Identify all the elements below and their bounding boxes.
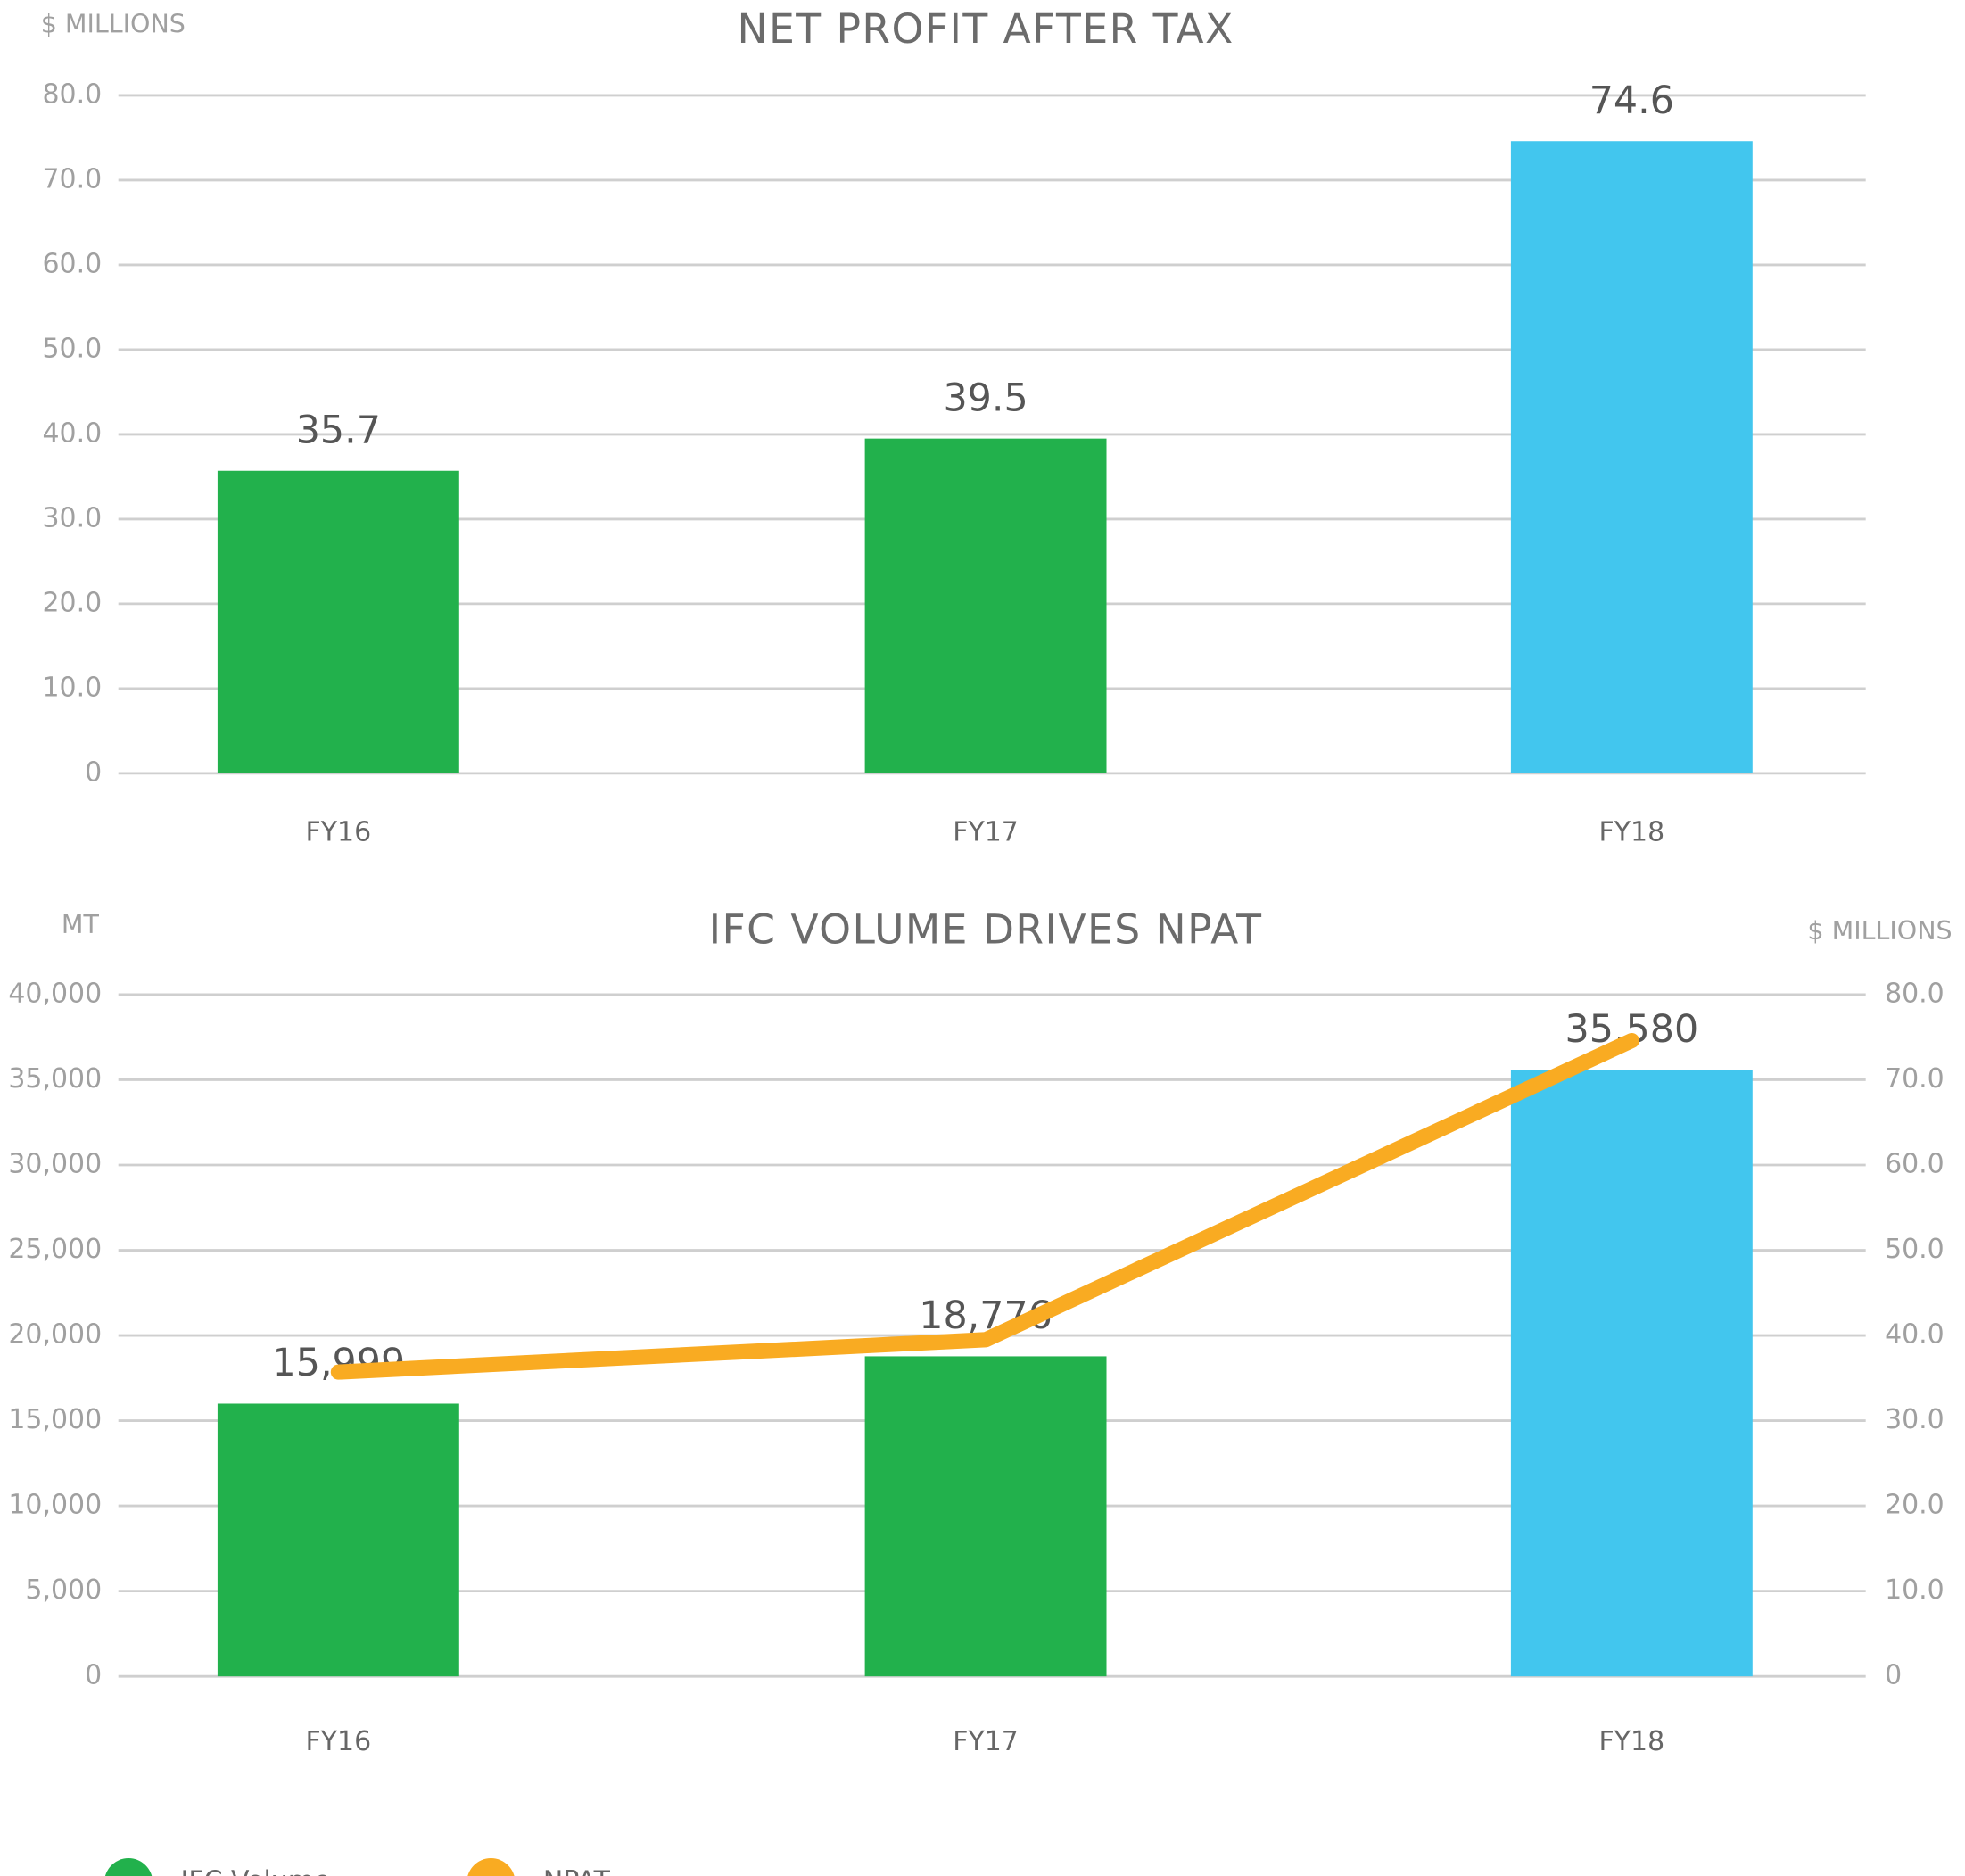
y-tick-label: 50.0 xyxy=(1885,1234,1944,1265)
line xyxy=(330,1032,1639,1380)
chart-title: IFC VOLUME DRIVES NPAT xyxy=(709,906,1263,954)
x-tick-label: FY17 xyxy=(953,1726,1019,1757)
y-tick-label: 60.0 xyxy=(1885,1148,1944,1179)
y-tick-label: 30.0 xyxy=(42,502,102,533)
y-tick-label: 15,000 xyxy=(8,1404,102,1435)
bar xyxy=(864,438,1107,773)
x-tick-label: FY16 xyxy=(306,1726,372,1757)
y-tick-label: 25,000 xyxy=(8,1234,102,1265)
bar xyxy=(1510,1070,1753,1677)
y-tick-label: 20.0 xyxy=(42,587,102,618)
y-tick-label: 40,000 xyxy=(8,978,102,1009)
x-tick-label: FY17 xyxy=(953,816,1019,847)
legend-swatch xyxy=(467,1858,515,1876)
y-axis-label: $ MILLIONS xyxy=(41,10,186,39)
bar xyxy=(217,470,459,773)
y-tick-label: 0 xyxy=(85,756,102,788)
chart-title: NET PROFIT AFTER TAX xyxy=(737,5,1234,53)
y-tick-label: 70.0 xyxy=(1885,1063,1944,1095)
y-tick-label: 10.0 xyxy=(1885,1574,1944,1606)
y-tick-label: 60.0 xyxy=(42,248,102,279)
legend-label: IFC Volume xyxy=(181,1866,331,1876)
data-label: 74.6 xyxy=(1589,79,1674,123)
legend-label: NPAT xyxy=(543,1866,611,1876)
y-tick-label: 35,000 xyxy=(8,1063,102,1095)
y-tick-label: 30.0 xyxy=(1885,1404,1944,1435)
x-tick-label: FY18 xyxy=(1599,1726,1665,1757)
y-tick-label: 30,000 xyxy=(8,1148,102,1179)
y-tick-label: 0 xyxy=(85,1660,102,1691)
bar xyxy=(217,1403,459,1677)
y-tick-label: 70.0 xyxy=(42,163,102,194)
y-tick-label: 50.0 xyxy=(42,333,102,364)
y2-axis-label: $ MILLIONS xyxy=(1807,916,1952,946)
y-tick-label: 40.0 xyxy=(42,417,102,449)
y-tick-label: 20.0 xyxy=(1885,1490,1944,1521)
y-tick-label: 10,000 xyxy=(8,1490,102,1521)
y-tick-label: 10.0 xyxy=(42,672,102,703)
y-tick-label: 0 xyxy=(1885,1660,1902,1691)
y-tick-label: 5,000 xyxy=(25,1574,102,1606)
y-axis-label: MT xyxy=(62,910,100,939)
x-tick-label: FY16 xyxy=(306,816,372,847)
data-label: 39.5 xyxy=(943,376,1028,420)
x-tick-label: FY18 xyxy=(1599,816,1665,847)
y-tick-label: 80.0 xyxy=(1885,978,1944,1009)
legend-swatch xyxy=(104,1858,153,1876)
data-label: 35.7 xyxy=(296,408,381,452)
y-tick-label: 40.0 xyxy=(1885,1319,1944,1351)
y-tick-label: 80.0 xyxy=(42,79,102,110)
y-tick-label: 20,000 xyxy=(8,1319,102,1351)
bar xyxy=(864,1356,1107,1677)
bar xyxy=(1510,141,1753,773)
